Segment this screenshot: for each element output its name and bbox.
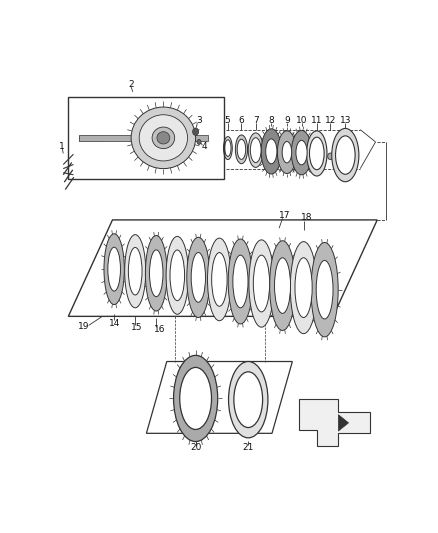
Ellipse shape [253,255,270,312]
Ellipse shape [180,367,212,430]
Text: 4: 4 [201,142,207,150]
Polygon shape [299,399,371,447]
Text: 9: 9 [284,116,290,125]
Bar [68,97,224,179]
Ellipse shape [152,127,175,149]
Circle shape [328,153,333,159]
Text: 16: 16 [154,326,166,334]
Ellipse shape [104,234,124,304]
Ellipse shape [223,136,232,159]
Ellipse shape [229,361,268,438]
Text: 12: 12 [325,116,336,125]
Ellipse shape [316,261,333,319]
Bar [78,134,208,141]
Ellipse shape [336,136,355,174]
Ellipse shape [237,139,246,159]
Ellipse shape [277,131,297,174]
Circle shape [197,140,201,144]
Text: 2: 2 [128,80,134,89]
Text: 6: 6 [239,116,244,125]
Ellipse shape [208,238,231,321]
Circle shape [193,128,199,135]
Text: 19: 19 [78,322,89,331]
Ellipse shape [187,237,210,318]
Text: 14: 14 [109,319,120,328]
Ellipse shape [131,107,196,168]
Ellipse shape [228,239,253,324]
Text: 3: 3 [196,116,202,125]
Ellipse shape [212,253,227,306]
Ellipse shape [225,140,231,156]
Ellipse shape [266,139,277,164]
Ellipse shape [332,128,359,182]
Ellipse shape [248,133,263,167]
Text: 18: 18 [300,213,312,222]
Text: 20: 20 [190,443,201,452]
Ellipse shape [149,250,163,297]
Ellipse shape [139,115,187,161]
Text: 10: 10 [296,116,307,125]
Text: 7: 7 [253,116,258,125]
Ellipse shape [311,243,338,337]
Ellipse shape [275,258,290,313]
Ellipse shape [307,131,327,176]
Ellipse shape [191,253,205,302]
Ellipse shape [173,356,218,441]
Ellipse shape [157,132,170,144]
Ellipse shape [234,372,263,427]
Ellipse shape [270,241,295,330]
Ellipse shape [251,138,261,163]
Ellipse shape [108,247,120,291]
Ellipse shape [291,131,312,175]
Text: 5: 5 [224,116,230,125]
Ellipse shape [295,258,312,318]
Ellipse shape [282,142,292,163]
Text: 21: 21 [243,443,254,452]
Ellipse shape [290,241,317,334]
Ellipse shape [310,137,324,169]
Ellipse shape [261,129,282,174]
Text: 17: 17 [279,211,290,220]
Ellipse shape [296,140,307,165]
Ellipse shape [170,250,184,301]
Ellipse shape [128,247,142,295]
Text: 11: 11 [311,116,322,125]
Text: 1: 1 [59,142,64,150]
Ellipse shape [235,135,247,164]
Ellipse shape [166,236,188,314]
Text: 15: 15 [131,323,143,332]
Ellipse shape [125,235,146,308]
Polygon shape [339,415,349,431]
Text: 8: 8 [268,116,274,125]
Ellipse shape [249,240,274,327]
Text: 13: 13 [339,116,351,125]
Ellipse shape [145,236,167,311]
Ellipse shape [233,255,248,308]
